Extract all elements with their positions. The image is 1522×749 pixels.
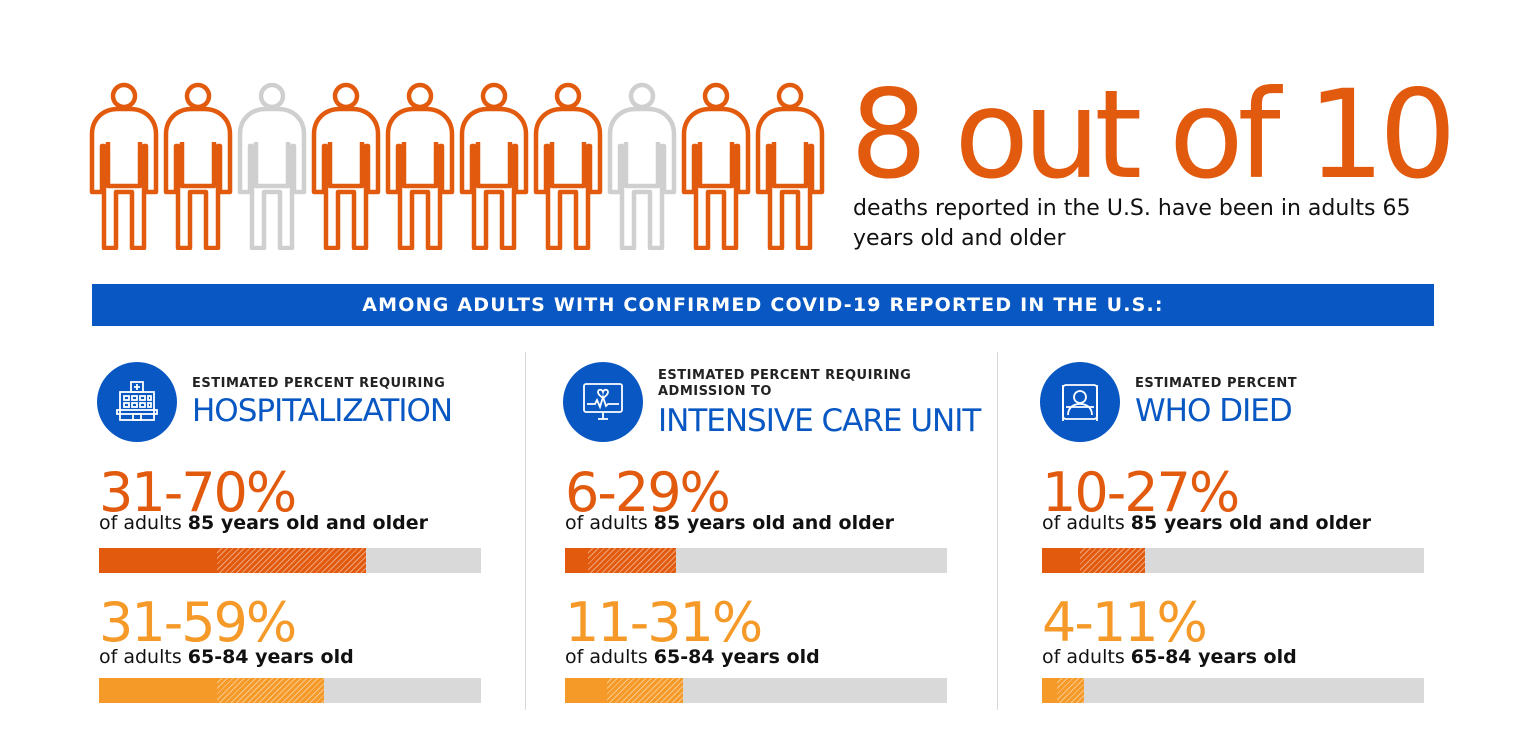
bar-range-segment [587, 548, 676, 573]
row-description: of adults 65-84 years old [1042, 646, 1297, 668]
person-icon-muted [606, 82, 678, 251]
desc-age-group: 65-84 years old [1130, 646, 1297, 668]
range-bar [1042, 678, 1424, 703]
row-description: of adults 65-84 years old [99, 646, 354, 668]
range-value: 31-59% [99, 591, 297, 654]
col-title: WHO DIED [1135, 393, 1293, 429]
range-bar [99, 678, 481, 703]
range-value: 11-31% [565, 591, 763, 654]
col-deaths: ESTIMATED PERCENT WHO DIED 10-27% of adu… [1040, 352, 1440, 712]
bar-low-segment [1042, 548, 1081, 573]
bar-range-segment [1080, 548, 1146, 573]
person-icon-highlighted [754, 82, 826, 251]
range-bar [99, 548, 481, 573]
col-title: INTENSIVE CARE UNIT [658, 403, 981, 439]
pictogram-people [88, 82, 828, 251]
section-banner: AMONG ADULTS WITH CONFIRMED COVID-19 REP… [92, 284, 1434, 326]
bar-range-segment [217, 548, 367, 573]
col-subtitle: ESTIMATED PERCENT REQUIRING [192, 376, 446, 391]
person-icon-highlighted [88, 82, 160, 251]
desc-prefix: of adults [1042, 512, 1131, 534]
headline-subtext: deaths reported in the U.S. have been in… [853, 196, 1411, 251]
bar-low-segment [565, 548, 588, 573]
column-divider [997, 352, 998, 710]
desc-age-group: 65-84 years old [653, 646, 820, 668]
col-title: HOSPITALIZATION [192, 393, 453, 429]
col-subtitle: ESTIMATED PERCENT [1135, 376, 1298, 391]
col-icu: ESTIMATED PERCENT REQUIRING ADMISSION TO… [563, 352, 981, 712]
desc-age-group: 85 years old and older [1130, 512, 1371, 534]
range-value: 4-11% [1042, 591, 1208, 654]
desc-prefix: of adults [565, 646, 654, 668]
bar-range-segment [217, 678, 325, 703]
person-icon-highlighted [680, 82, 752, 251]
hospital-icon [97, 362, 177, 442]
bar-low-segment [1042, 678, 1058, 703]
patient-bed-icon [1040, 362, 1120, 442]
person-icon-highlighted [310, 82, 382, 251]
col-subtitle: ESTIMATED PERCENT REQUIRING ADMISSION TO [658, 368, 912, 399]
desc-age-group: 85 years old and older [187, 512, 428, 534]
range-bar [565, 548, 947, 573]
desc-prefix: of adults [1042, 646, 1131, 668]
row-description: of adults 85 years old and older [1042, 512, 1371, 534]
bar-range-segment [607, 678, 684, 703]
desc-prefix: of adults [99, 646, 188, 668]
bar-range-segment [1057, 678, 1084, 703]
person-icon-muted [236, 82, 308, 251]
range-bar [1042, 548, 1424, 573]
bar-low-segment [565, 678, 608, 703]
desc-age-group: 65-84 years old [187, 646, 354, 668]
row-description: of adults 65-84 years old [565, 646, 820, 668]
desc-prefix: of adults [565, 512, 654, 534]
column-divider [525, 352, 526, 710]
heart-monitor-icon [563, 362, 643, 442]
range-bar [565, 678, 947, 703]
range-value: 6-29% [565, 461, 731, 524]
person-icon-highlighted [532, 82, 604, 251]
headline-stat: 8 out of 10 [850, 64, 1457, 206]
bar-low-segment [99, 548, 218, 573]
row-description: of adults 85 years old and older [565, 512, 894, 534]
bar-low-segment [99, 678, 218, 703]
range-value: 10-27% [1042, 461, 1240, 524]
desc-prefix: of adults [99, 512, 188, 534]
col-hospitalization: ESTIMATED PERCENT REQUIRING HOSPITALIZAT… [97, 352, 497, 712]
desc-age-group: 85 years old and older [653, 512, 894, 534]
person-icon-highlighted [458, 82, 530, 251]
person-icon-highlighted [384, 82, 456, 251]
person-icon-highlighted [162, 82, 234, 251]
row-description: of adults 85 years old and older [99, 512, 428, 534]
range-value: 31-70% [99, 461, 297, 524]
